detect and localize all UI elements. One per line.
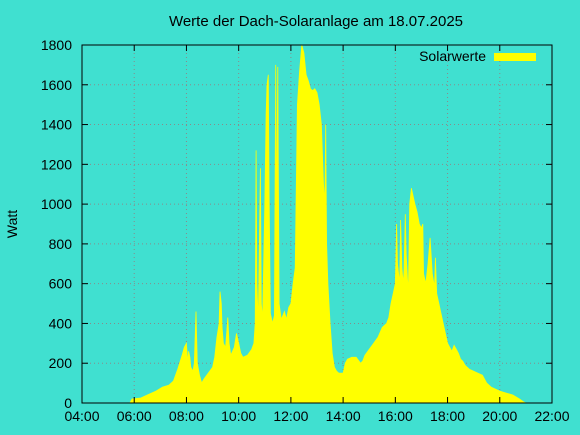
x-tick-label: 10:00 (221, 408, 256, 424)
legend: Solarwerte (419, 48, 536, 64)
y-tick-label: 800 (49, 236, 73, 252)
y-tick-label: 1000 (41, 196, 72, 212)
x-tick-label: 14:00 (326, 408, 361, 424)
x-tick-label: 06:00 (117, 408, 152, 424)
y-axis-label: Watt (4, 210, 20, 238)
y-tick-label: 1600 (41, 77, 72, 93)
x-tick-label: 08:00 (169, 408, 204, 424)
axis-ticks: 04:00 06:00 08:00 10:00 12:00 14:00 16:00 18:00… (41, 37, 570, 424)
x-tick-label: 04:00 (64, 408, 99, 424)
y-tick-label: 1800 (41, 37, 72, 53)
y-tick-label: 600 (49, 276, 73, 292)
x-tick-label: 12:00 (273, 408, 308, 424)
x-tick-label: 18:00 (430, 408, 465, 424)
y-tick-label: 1400 (41, 117, 72, 133)
plot-border (81, 44, 553, 404)
y-tick-label: 0 (64, 395, 72, 411)
x-tick-label: 22:00 (534, 408, 569, 424)
y-tick-label: 200 (49, 355, 73, 371)
legend-swatch (494, 53, 536, 61)
legend-label: Solarwerte (419, 48, 486, 64)
x-tick-label: 16:00 (378, 408, 413, 424)
y-tick-label: 400 (49, 315, 73, 331)
series-area-solarwerte (129, 44, 527, 404)
series-group (129, 44, 527, 404)
x-tick-label: 20:00 (482, 408, 517, 424)
y-tick-label: 1200 (41, 156, 72, 172)
chart-title: Werte der Dach-Solaranlage am 18.07.2025 (169, 13, 463, 30)
